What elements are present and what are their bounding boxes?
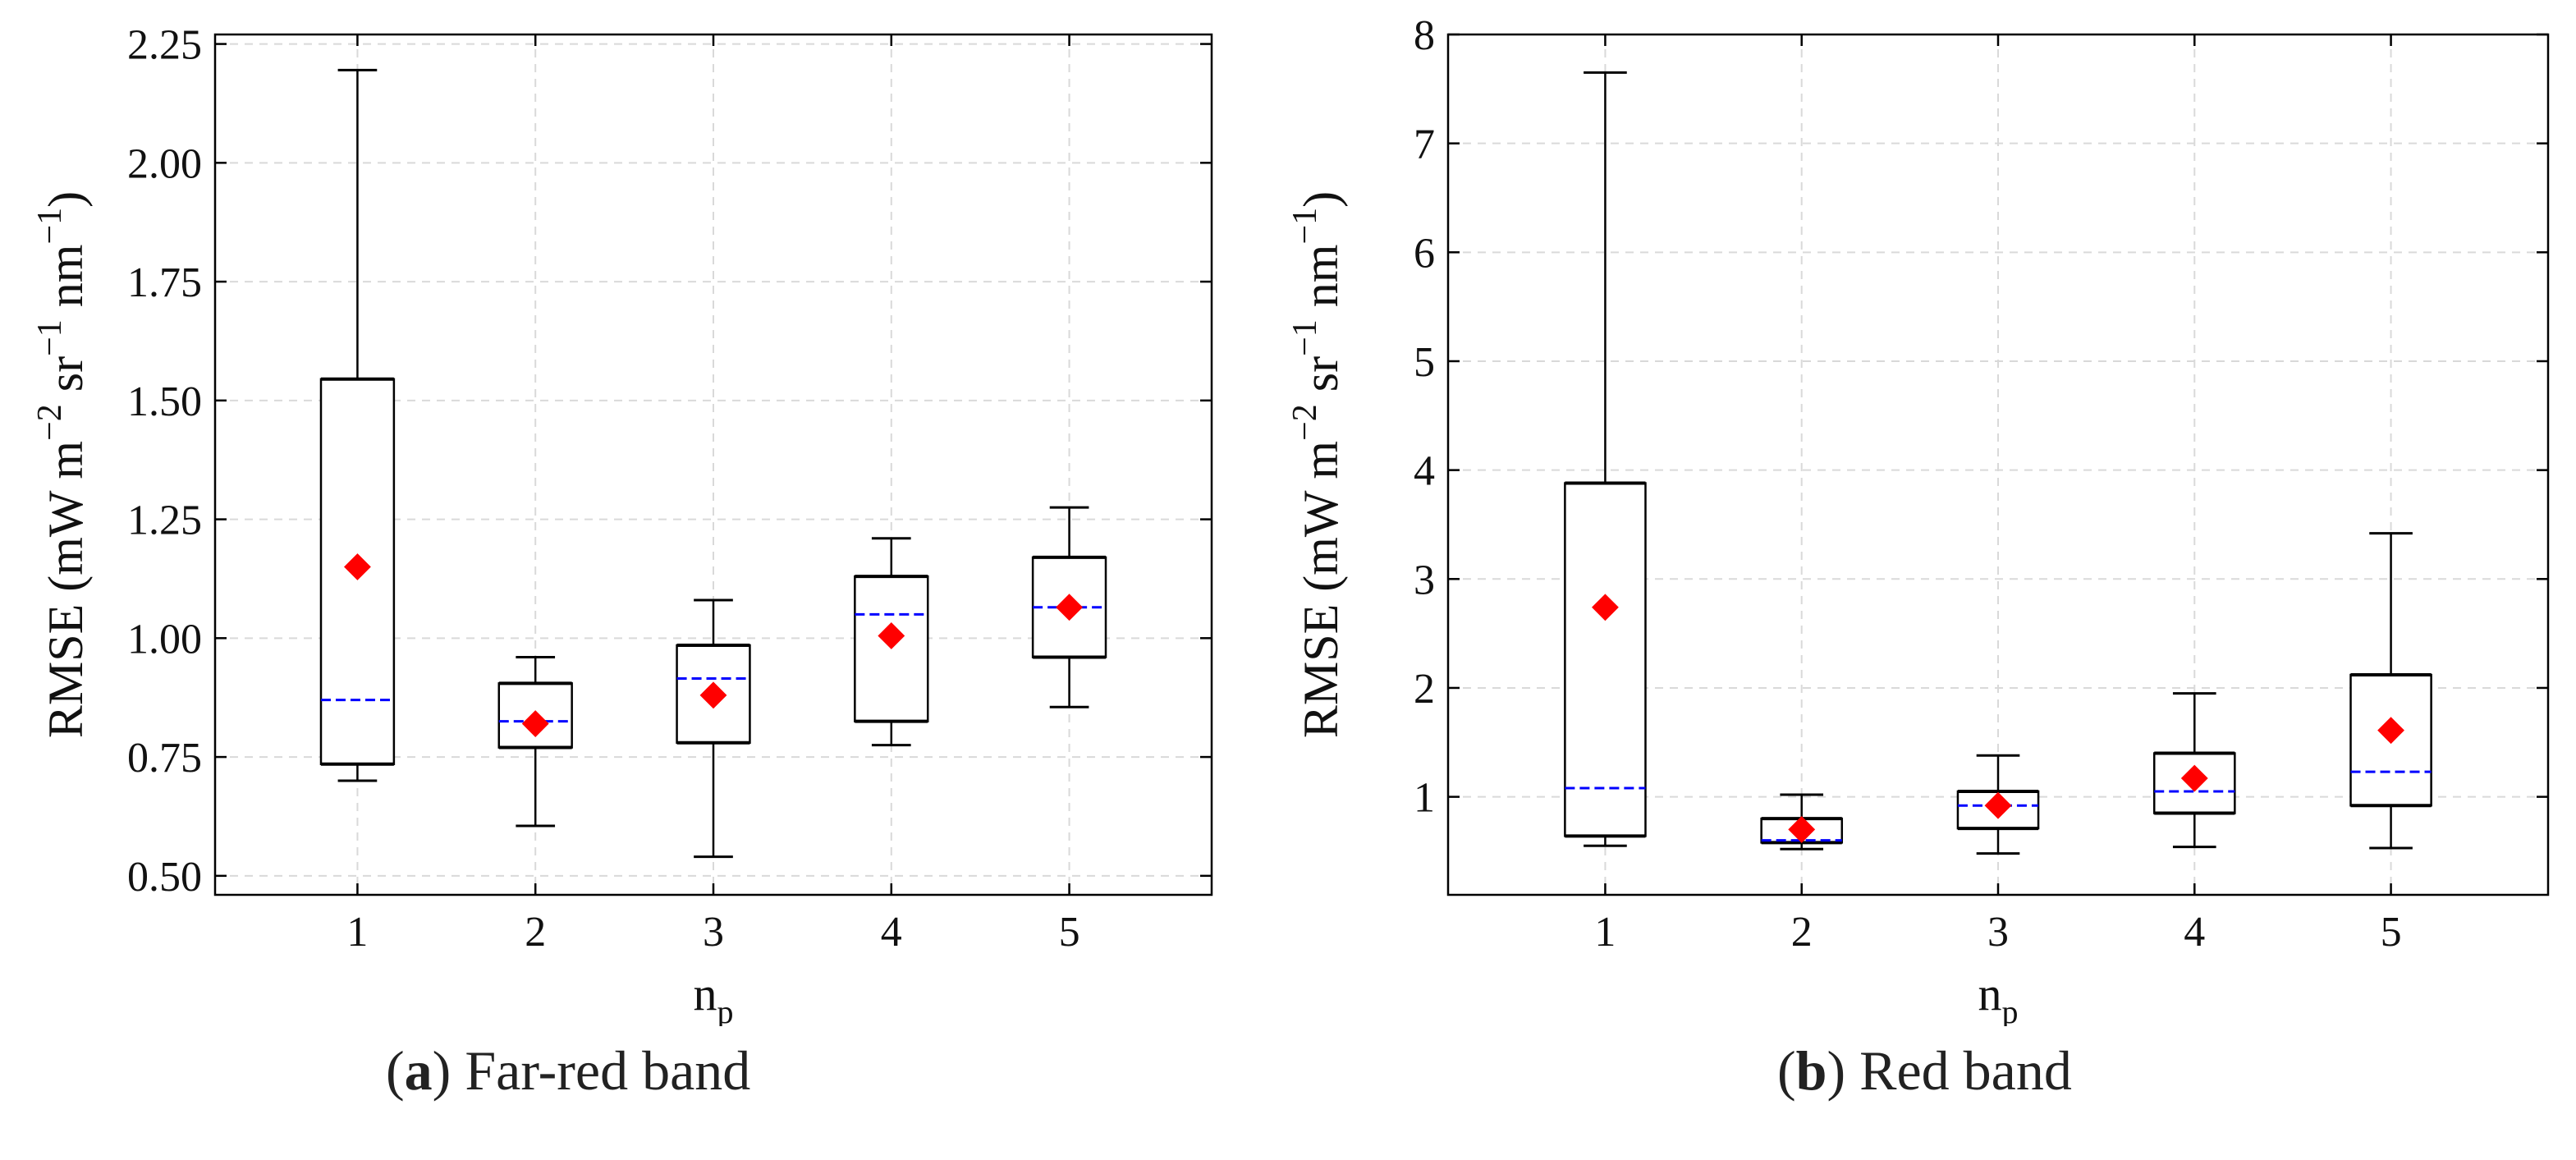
mean-marker	[1056, 594, 1083, 621]
y-tick-label: 5	[1414, 339, 1435, 386]
mean-marker	[1788, 815, 1816, 843]
mean-marker	[699, 681, 727, 709]
y-tick-label: 3	[1414, 557, 1435, 603]
y-tick-label: 2	[1414, 666, 1435, 713]
x-tick-label: 1	[1594, 909, 1616, 956]
mean-marker	[344, 553, 371, 580]
chart-red-band: 1 2 3 4 5 6 7 8 1 2 3 4 5 np RMSE (mW m−2 sr−1 nm−1)	[1288, 12, 2550, 1026]
x-tick-label: 3	[703, 909, 724, 956]
mean-marker	[1592, 594, 1619, 621]
mean-marker	[878, 622, 905, 649]
y-tick-label: 0.75	[127, 735, 202, 782]
x-tick-label: 4	[881, 909, 902, 956]
y-tick-label: 1.75	[127, 259, 202, 306]
chart-far-red-band: 0.50 0.75 1.00 1.25 1.50 1.75 2.00 2.25 1 2 3 4 5 np R…	[31, 22, 1213, 1026]
y-tick-label: 0.50	[127, 854, 202, 901]
caption-a-letter: a	[404, 1039, 433, 1102]
caption-a: (a) Far-red band	[386, 1039, 751, 1102]
mean-marker	[1984, 791, 2012, 819]
x-tick-label: 2	[1791, 909, 1813, 956]
y-tick-label: 2.25	[127, 22, 202, 69]
y-tick-label: 8	[1414, 12, 1435, 59]
x-tick-label: 5	[2381, 909, 2402, 956]
y-axis-label: RMSE (mW m−2 sr−1 nm−1)	[1288, 191, 1348, 738]
x-axis-label: np	[1978, 967, 2019, 1026]
y-tick-label: 1	[1414, 775, 1435, 822]
y-tick-label: 1.00	[127, 616, 202, 663]
x-axis-label: np	[694, 967, 734, 1026]
mean-marker	[521, 710, 549, 737]
caption-a-text: Far-red band	[465, 1039, 751, 1102]
x-tick-label: 1	[346, 909, 368, 956]
x-tick-label: 3	[1987, 909, 2009, 956]
mean-marker	[2377, 717, 2404, 745]
caption-b-text: Red band	[1859, 1039, 2072, 1102]
y-tick-label: 4	[1414, 448, 1435, 495]
y-tick-label: 1.50	[127, 378, 202, 425]
y-tick-label: 1.25	[127, 497, 202, 544]
y-tick-label: 2.00	[127, 140, 202, 187]
x-tick-label: 2	[525, 909, 546, 956]
caption-b-letter: b	[1795, 1039, 1827, 1102]
caption-b: (b) Red band	[1777, 1039, 2072, 1102]
y-axis-label: RMSE (mW m−2 sr−1 nm−1)	[31, 191, 93, 738]
y-tick-label: 6	[1414, 230, 1435, 277]
y-tick-label: 7	[1414, 122, 1435, 168]
x-tick-label: 4	[2184, 909, 2205, 956]
x-tick-label: 5	[1059, 909, 1080, 956]
mean-marker	[2180, 764, 2208, 792]
box-1	[1564, 482, 1647, 837]
